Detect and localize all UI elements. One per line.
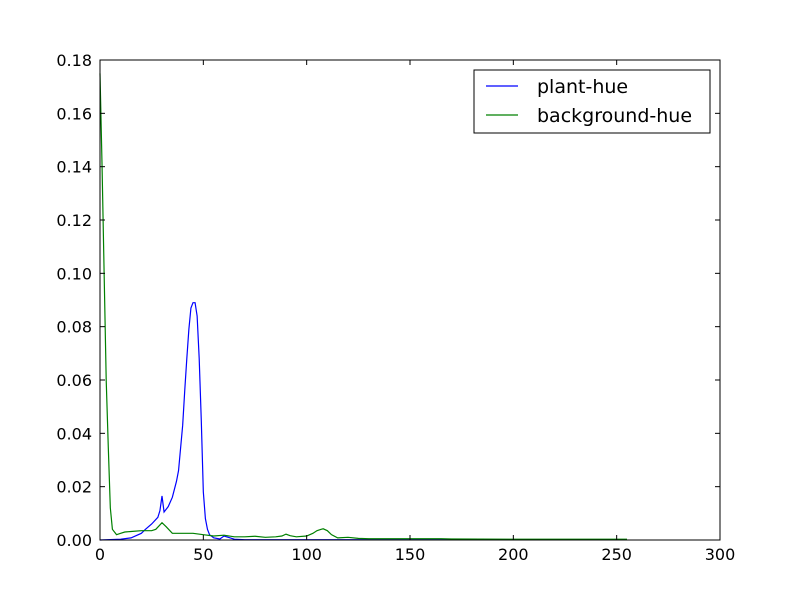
- x-tick-label: 50: [193, 545, 213, 564]
- y-tick-label: 0.14: [56, 158, 92, 177]
- y-tick-label: 0.02: [56, 478, 92, 497]
- series-line-1: [99, 73, 627, 540]
- plot-area: [99, 73, 627, 541]
- x-tick-label: 250: [601, 545, 632, 564]
- x-tick-label: 300: [705, 545, 736, 564]
- y-tick-label: 0.18: [56, 51, 92, 70]
- y-tick-label: 0.00: [56, 531, 92, 550]
- plot-frame: [99, 59, 721, 541]
- legend-label-0: plant-hue: [537, 76, 628, 98]
- x-tick-label: 0: [95, 545, 105, 564]
- x-tick-label: 150: [395, 545, 426, 564]
- tick-labels: 0 50 100 150 200 250 300 0.00 0.02 0.04 0.06 0.08 0.…: [56, 51, 735, 564]
- legend: plant-hue background-hue: [473, 69, 711, 134]
- legend-label-1: background-hue: [537, 105, 692, 127]
- x-tick-label: 100: [291, 545, 322, 564]
- y-tick-label: 0.06: [56, 371, 92, 390]
- legend-box: [473, 69, 711, 134]
- y-tick-label: 0.08: [56, 318, 92, 337]
- y-tick-label: 0.10: [56, 264, 92, 283]
- series-line-0: [99, 302, 627, 541]
- y-tick-label: 0.12: [56, 211, 92, 230]
- y-tick-label: 0.16: [56, 104, 92, 123]
- y-tick-label: 0.04: [56, 424, 92, 443]
- x-tick-label: 200: [498, 545, 529, 564]
